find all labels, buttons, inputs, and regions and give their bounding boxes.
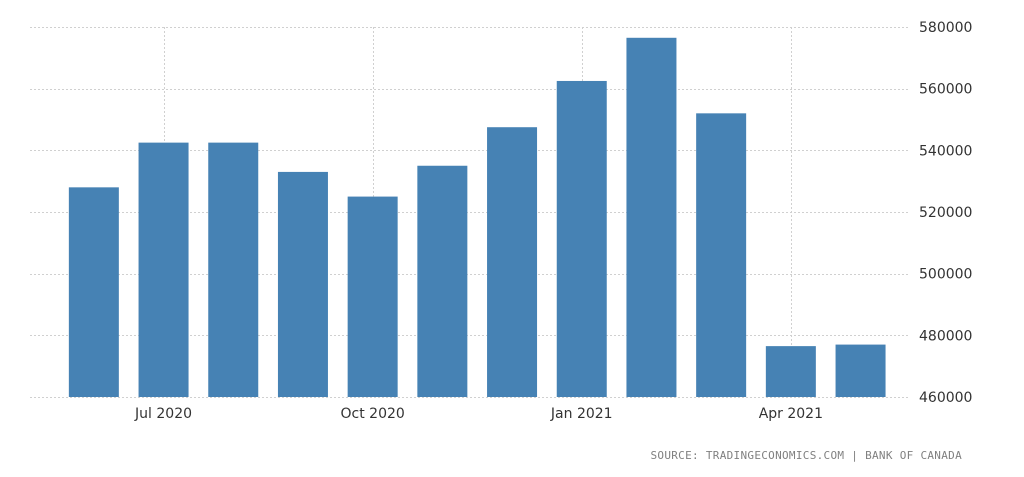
source-attribution: SOURCE: TRADINGECONOMICS.COM | BANK OF C… bbox=[650, 449, 962, 462]
bar-dec-2020[interactable] bbox=[487, 127, 538, 397]
y-tick-label: 580000 bbox=[919, 20, 972, 36]
bar-sep-2020[interactable] bbox=[277, 171, 328, 397]
y-tick-label: 560000 bbox=[919, 82, 972, 98]
y-axis-tick-labels: 460000 480000 500000 520000 540000 560000 5800… bbox=[919, 20, 972, 406]
bar-apr-2021[interactable] bbox=[765, 346, 816, 397]
x-tick-label: Jan 2021 bbox=[550, 406, 613, 422]
bar-may-2021[interactable] bbox=[835, 344, 886, 397]
y-tick-label: 520000 bbox=[919, 205, 972, 221]
bar-mar-2021[interactable] bbox=[696, 113, 747, 397]
x-tick-label: Oct 2020 bbox=[341, 406, 405, 422]
x-tick-label: Jul 2020 bbox=[134, 406, 192, 422]
bar-jun-2020[interactable] bbox=[68, 187, 119, 397]
bar-jan-2021[interactable] bbox=[556, 80, 607, 397]
y-tick-label: 540000 bbox=[919, 143, 972, 159]
bar-nov-2020[interactable] bbox=[417, 165, 468, 397]
x-tick-label: Apr 2021 bbox=[759, 406, 823, 422]
y-tick-label: 460000 bbox=[919, 390, 972, 406]
bar-oct-2020[interactable] bbox=[347, 196, 398, 397]
bar-jul-2020[interactable] bbox=[138, 142, 189, 397]
y-tick-label: 500000 bbox=[919, 267, 972, 283]
bar-feb-2021[interactable] bbox=[626, 37, 677, 398]
y-tick-label: 480000 bbox=[919, 328, 972, 344]
x-axis-tick-labels: Jul 2020 Oct 2020 Jan 2021 Apr 2021 bbox=[134, 406, 823, 422]
bars bbox=[68, 37, 886, 398]
bar-aug-2020[interactable] bbox=[208, 142, 259, 397]
